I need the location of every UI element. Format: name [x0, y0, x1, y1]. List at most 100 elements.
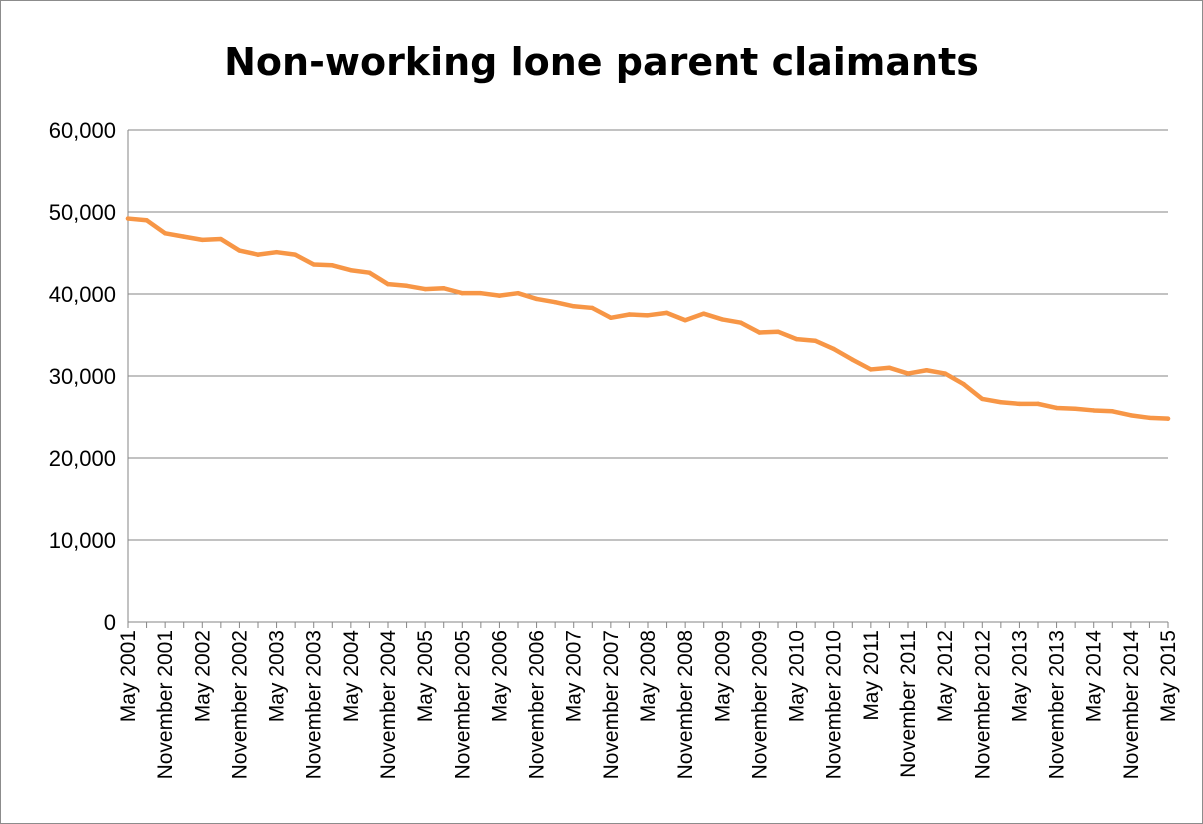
series-layer	[125, 216, 1171, 421]
y-tick-label: 0	[104, 610, 116, 635]
data-point	[775, 329, 781, 334]
x-tick-label: May 2010	[786, 630, 809, 722]
data-point	[348, 268, 354, 273]
data-point	[701, 311, 706, 316]
x-tick-label: May 2009	[711, 630, 734, 722]
y-tick-label: 10,000	[49, 528, 116, 553]
data-point	[330, 263, 335, 268]
x-tick-label: November 2010	[823, 630, 846, 779]
series-line	[125, 216, 1171, 421]
data-point	[794, 336, 799, 342]
data-point	[237, 248, 242, 253]
data-point	[980, 396, 985, 402]
data-point	[1054, 405, 1059, 411]
data-point	[515, 290, 521, 296]
data-point	[608, 315, 614, 320]
data-point	[850, 357, 855, 362]
data-point	[292, 252, 298, 257]
data-point	[868, 367, 874, 372]
y-tick-labels: 0 10,000 20,000 30,000 40,000 50,000 60,000	[49, 118, 116, 635]
chart-title: Non-working lone parent claimants	[224, 40, 979, 84]
data-point	[255, 252, 261, 257]
data-point	[1165, 416, 1171, 421]
x-tick-label: May 2011	[860, 630, 883, 721]
x-tick-label: May 2008	[637, 630, 660, 722]
x-tick-label: November 2012	[971, 630, 994, 779]
data-point	[422, 286, 428, 292]
data-point	[441, 286, 446, 291]
x-tick-label: May 2012	[934, 630, 957, 722]
x-tick-label: May 2014	[1083, 630, 1106, 723]
x-tick-label: November 2013	[1046, 630, 1069, 779]
data-point	[757, 330, 762, 335]
data-point	[720, 317, 725, 322]
x-tick-label: May 2015	[1157, 630, 1180, 722]
data-point	[1091, 408, 1096, 413]
data-point	[961, 382, 966, 387]
data-point	[887, 365, 892, 370]
x-tick-label: November 2011	[897, 630, 920, 778]
data-point	[218, 236, 224, 242]
x-tick-label: November 2002	[228, 630, 251, 779]
x-tick-label: November 2009	[748, 630, 771, 779]
data-point	[645, 313, 651, 318]
data-point	[812, 338, 818, 343]
data-point	[1017, 401, 1022, 407]
x-tick-label: May 2013	[1008, 630, 1031, 722]
x-tick-label: May 2003	[266, 630, 289, 722]
x-tick-label: November 2005	[451, 630, 474, 779]
data-point	[404, 283, 409, 288]
x-tick-label: May 2004	[340, 630, 363, 723]
data-point	[924, 368, 929, 373]
data-point	[478, 290, 484, 296]
data-point	[552, 300, 558, 305]
x-tick-label: November 2003	[303, 630, 326, 779]
data-point	[460, 290, 465, 296]
data-point	[571, 304, 576, 309]
x-tick-label: May 2007	[563, 630, 586, 722]
data-point	[125, 216, 131, 221]
x-tick-label: May 2002	[191, 630, 214, 722]
data-point	[181, 234, 186, 239]
x-tick-label: May 2005	[414, 630, 437, 722]
data-point	[311, 262, 316, 267]
data-point	[738, 320, 744, 325]
data-point	[1128, 413, 1134, 418]
data-point	[682, 318, 688, 323]
y-tick-label: 50,000	[49, 200, 116, 225]
axes	[127, 130, 1169, 628]
y-tick-label: 60,000	[49, 118, 116, 143]
data-point	[1072, 406, 1078, 411]
data-point	[627, 312, 632, 317]
x-tick-label: November 2008	[674, 630, 697, 779]
data-point	[998, 400, 1004, 405]
data-point	[274, 249, 279, 255]
data-point	[162, 231, 168, 236]
data-point	[1110, 409, 1115, 414]
data-point	[200, 237, 205, 243]
y-tick-label: 20,000	[49, 446, 116, 471]
y-tick-label: 30,000	[49, 364, 116, 389]
data-point	[367, 270, 372, 275]
x-tick-label: May 2006	[488, 630, 511, 722]
x-tick-label: November 2007	[600, 630, 623, 779]
x-tick-label: November 2004	[377, 630, 400, 780]
y-tick-label: 40,000	[49, 282, 116, 307]
data-point	[831, 346, 836, 352]
x-tick-labels: May 2001 November 2001 May 2002 November 20…	[117, 630, 1180, 780]
data-point	[534, 296, 539, 302]
data-point	[590, 305, 595, 311]
data-point	[1035, 401, 1041, 407]
x-tick-label: November 2006	[526, 630, 549, 779]
data-point	[664, 310, 669, 316]
x-tick-label: May 2001	[117, 630, 140, 722]
data-point	[905, 371, 911, 376]
data-point	[144, 218, 149, 223]
data-point	[942, 371, 948, 376]
data-point	[497, 293, 502, 298]
x-tick-label: November 2001	[154, 630, 177, 779]
data-point	[1147, 415, 1152, 421]
gridlines	[128, 129, 1168, 541]
